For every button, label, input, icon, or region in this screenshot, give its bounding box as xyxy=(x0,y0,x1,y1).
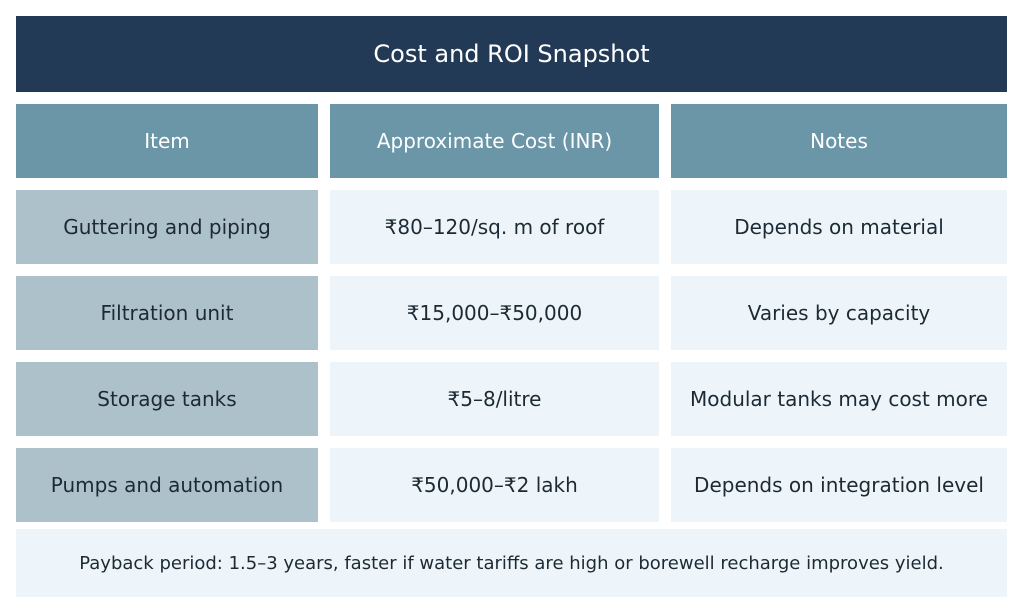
table-row-item: Storage tanks xyxy=(16,362,318,436)
table-row-cost: ₹50,000–₹2 lakh xyxy=(330,448,659,522)
page-title: Cost and ROI Snapshot xyxy=(373,40,650,68)
table-row-notes: Varies by capacity xyxy=(671,276,1007,350)
table-row-cost: ₹15,000–₹50,000 xyxy=(330,276,659,350)
table-row-notes: Modular tanks may cost more xyxy=(671,362,1007,436)
table-row-notes: Depends on material xyxy=(671,190,1007,264)
column-header-cost: Approximate Cost (INR) xyxy=(330,104,659,178)
payback-footer: Payback period: 1.5–3 years, faster if w… xyxy=(16,529,1007,597)
table-row-item: Filtration unit xyxy=(16,276,318,350)
column-header-notes: Notes xyxy=(671,104,1007,178)
cost-table: Item Approximate Cost (INR) Notes Gutter… xyxy=(16,104,1007,522)
table-row-notes: Depends on integration level xyxy=(671,448,1007,522)
title-bar: Cost and ROI Snapshot xyxy=(16,16,1007,92)
payback-note: Payback period: 1.5–3 years, faster if w… xyxy=(79,552,944,574)
column-header-item: Item xyxy=(16,104,318,178)
table-row-cost: ₹80–120/sq. m of roof xyxy=(330,190,659,264)
table-row-item: Guttering and piping xyxy=(16,190,318,264)
table-row-cost: ₹5–8/litre xyxy=(330,362,659,436)
table-row-item: Pumps and automation xyxy=(16,448,318,522)
